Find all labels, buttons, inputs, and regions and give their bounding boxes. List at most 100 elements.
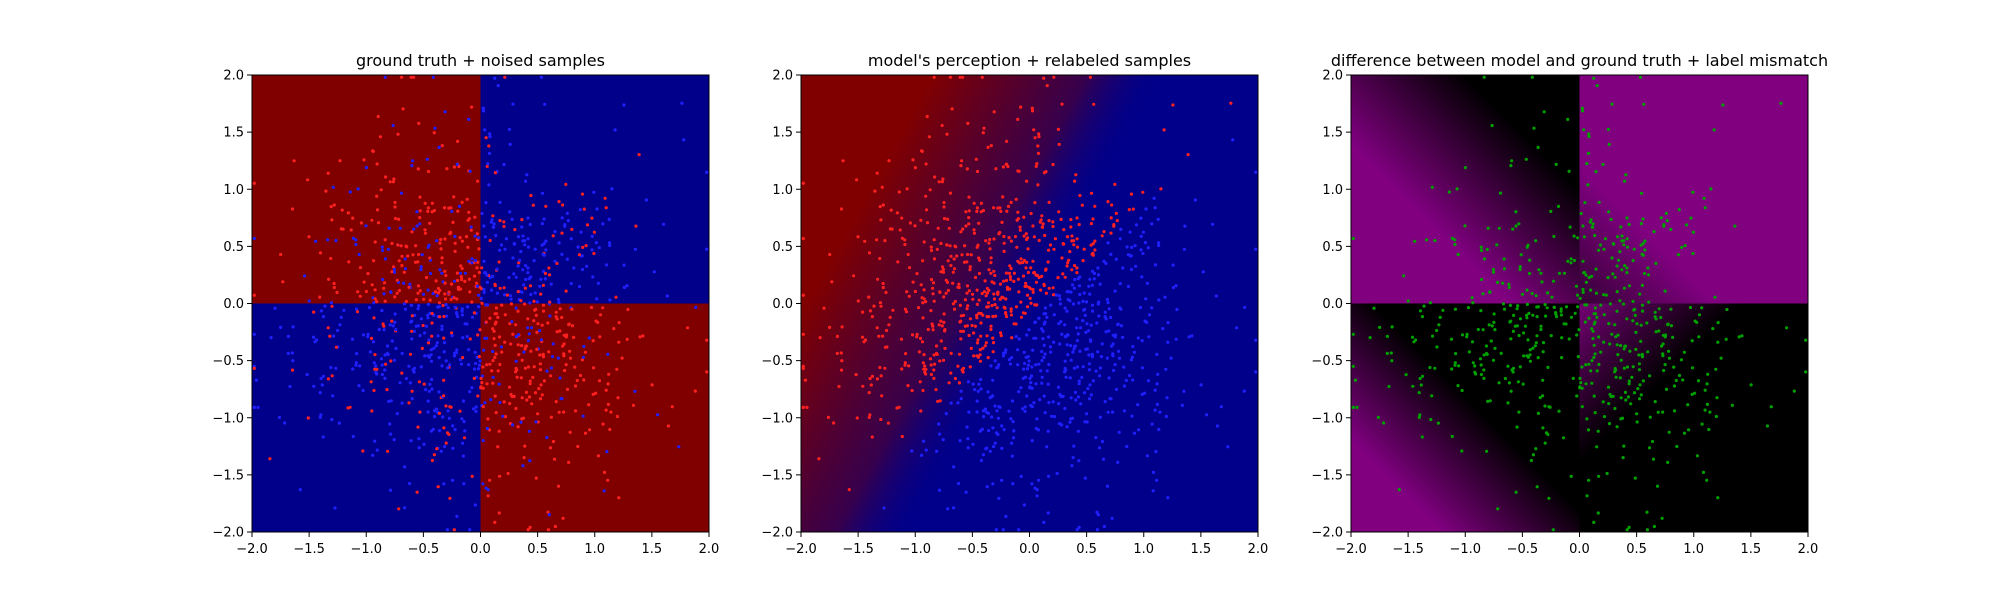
scatter-point <box>477 236 481 240</box>
scatter-point <box>475 232 479 236</box>
scatter-point <box>991 482 995 486</box>
scatter-point <box>420 253 424 257</box>
scatter-point <box>1060 256 1064 260</box>
scatter-point <box>1551 279 1556 283</box>
scatter-point <box>972 228 976 232</box>
scatter-point <box>975 209 979 213</box>
scatter-point <box>429 359 433 363</box>
scatter-point <box>947 226 951 230</box>
scatter-point <box>1550 295 1554 299</box>
scatter-point <box>1147 335 1151 339</box>
scatter-point <box>924 300 928 304</box>
scatter-point <box>1016 217 1021 221</box>
scatter-point <box>883 239 887 243</box>
scatter-point <box>453 234 457 239</box>
scatter-point <box>949 351 953 355</box>
scatter-point <box>966 121 970 125</box>
scatter-point <box>538 329 542 333</box>
scatter-point <box>594 391 598 395</box>
scatter-point <box>1695 454 1699 458</box>
scatter-point <box>1140 366 1145 370</box>
scatter-point <box>1041 329 1045 333</box>
y-tick-label: 2.0 <box>1322 69 1343 84</box>
scatter-point <box>964 490 968 494</box>
scatter-point <box>634 224 638 228</box>
scatter-point <box>364 289 368 294</box>
scatter-point <box>1596 511 1600 515</box>
scatter-point <box>1705 382 1709 386</box>
scatter-point <box>1107 376 1111 380</box>
scatter-point <box>1242 389 1246 393</box>
scatter-point <box>1110 203 1114 207</box>
scatter-point <box>952 506 956 510</box>
scatter-point <box>879 218 883 222</box>
scatter-point <box>1633 476 1637 480</box>
scatter-point <box>1611 242 1615 246</box>
scatter-point <box>991 336 995 340</box>
scatter-point <box>1549 334 1553 338</box>
scatter-point <box>826 415 831 419</box>
scatter-point <box>1100 234 1104 238</box>
scatter-point <box>1589 218 1593 222</box>
scatter-point <box>547 350 551 354</box>
scatter-point <box>369 380 373 384</box>
scatter-point <box>1587 478 1591 482</box>
scatter-point <box>965 425 969 429</box>
scatter-point <box>418 333 422 338</box>
scatter-point <box>482 259 486 263</box>
scatter-point <box>1074 173 1078 177</box>
scatter-point <box>473 503 477 507</box>
scatter-point <box>992 292 996 296</box>
scatter-point <box>1591 225 1595 229</box>
scatter-point <box>443 269 447 273</box>
scatter-point <box>1535 485 1539 489</box>
scatter-point <box>1034 382 1038 386</box>
scatter-point <box>1492 312 1496 316</box>
panel-1: ground truth + noised samples−2.0 −1.5 −1.… <box>212 51 719 557</box>
scatter-point <box>1562 322 1566 326</box>
scatter-point <box>1491 270 1496 274</box>
scatter-point <box>971 382 975 386</box>
scatter-point <box>337 421 341 425</box>
scatter-point <box>1052 293 1056 297</box>
scatter-point <box>969 253 973 257</box>
scatter-point <box>1088 383 1092 387</box>
scatter-point <box>1059 217 1063 221</box>
scatter-point <box>997 232 1001 236</box>
scatter-point <box>1482 376 1486 380</box>
scatter-point <box>514 370 518 374</box>
scatter-point <box>539 292 543 296</box>
scatter-point <box>1671 335 1675 339</box>
scatter-point <box>1127 373 1132 378</box>
scatter-point <box>496 369 500 373</box>
scatter-point <box>319 413 323 417</box>
scatter-point <box>1105 297 1109 302</box>
scatter-point <box>485 363 489 367</box>
scatter-point <box>503 415 508 419</box>
scatter-point <box>1051 220 1055 224</box>
scatter-point <box>490 218 494 222</box>
scatter-point <box>407 401 411 405</box>
scatter-point <box>975 302 980 306</box>
scatter-point <box>975 399 979 403</box>
scatter-point <box>1530 291 1534 296</box>
scatter-point <box>1041 222 1045 226</box>
scatter-point <box>1046 511 1050 515</box>
scatter-point <box>1592 322 1596 326</box>
scatter-point <box>938 359 942 363</box>
scatter-point <box>881 281 885 286</box>
scatter-point <box>548 446 553 450</box>
scatter-point <box>424 388 428 392</box>
scatter-point <box>498 248 502 252</box>
scatter-point <box>986 356 990 360</box>
scatter-point <box>326 171 330 175</box>
scatter-point <box>863 239 867 243</box>
scatter-point <box>1084 347 1088 351</box>
scatter-point <box>1560 336 1564 340</box>
x-tick-label: −0.5 <box>1507 542 1539 557</box>
scatter-point <box>869 383 873 387</box>
scatter-point <box>1026 355 1030 359</box>
scatter-point <box>1716 496 1720 500</box>
x-tick-label: 1.5 <box>1741 542 1762 557</box>
scatter-point <box>499 345 503 349</box>
